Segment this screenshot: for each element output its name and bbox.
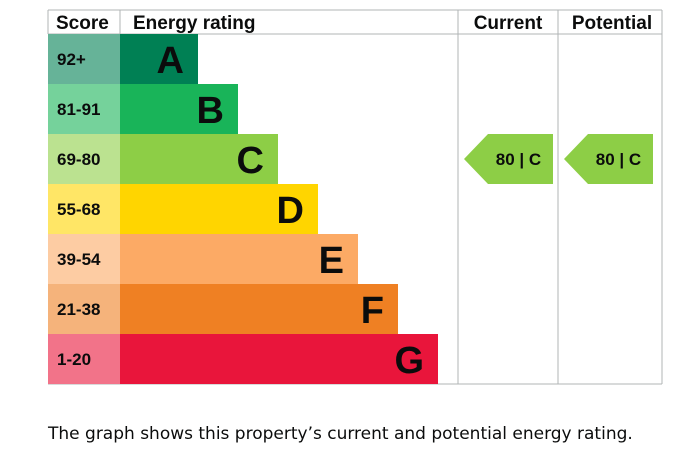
band-bar-c [120,134,278,184]
header-current: Current [474,13,543,34]
band-bar-e [120,234,358,284]
chart-caption: The graph shows this property’s current … [48,424,633,444]
score-label-f: 21-38 [57,300,100,319]
current-rating-label: 80 | C [496,150,541,169]
score-cell-b [48,84,120,134]
score-cell-f [48,284,120,334]
score-label-d: 55-68 [57,200,100,219]
band-bar-a [120,34,198,84]
band-bar-b [120,84,238,134]
band-letter-f: F [361,290,384,332]
rating-indicators: 80 | C 80 | C [464,134,653,184]
potential-rating-label: 80 | C [596,150,641,169]
band-letter-b: B [197,90,224,132]
band-letter-g: G [394,340,424,382]
epc-chart-svg: Score Energy rating Current Potential 92… [47,9,663,385]
score-cell-a [48,34,120,84]
band-letter-e: E [319,240,344,282]
band-letter-a: A [157,40,184,82]
score-cell-g [48,334,120,384]
score-cell-d [48,184,120,234]
band-letter-c: C [237,140,264,182]
header-potential: Potential [572,13,652,34]
potential-rating-arrow [564,134,653,184]
rating-bands: 92+ A 81-91 B 69-80 C 55-68 D 39-54 E 21-38 F 1-20 G [48,34,438,384]
score-label-g: 1-20 [57,350,91,369]
score-label-c: 69-80 [57,150,100,169]
band-letter-d: D [277,190,304,232]
band-bar-g [120,334,438,384]
score-cell-e [48,234,120,284]
score-cell-c [48,134,120,184]
score-label-e: 39-54 [57,250,101,269]
score-label-a: 92+ [57,50,86,69]
current-rating-arrow [464,134,553,184]
header-score: Score [56,13,109,34]
header-energy-rating: Energy rating [133,13,255,34]
band-bar-d [120,184,318,234]
score-label-b: 81-91 [57,100,100,119]
band-bar-f [120,284,398,334]
